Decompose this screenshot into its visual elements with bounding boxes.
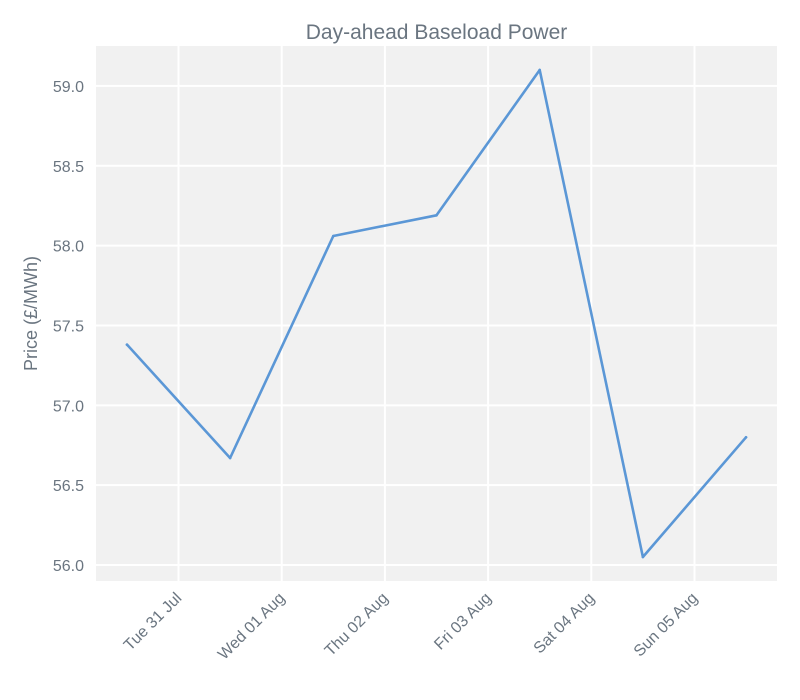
plot-area <box>96 46 777 581</box>
y-axis-ticks: 56.0 56.5 57.0 57.5 58.0 58.5 59.0 <box>53 79 84 575</box>
y-tick-label: 57.0 <box>53 398 84 415</box>
y-tick-label: 56.5 <box>53 478 84 495</box>
y-tick-label: 56.0 <box>53 558 84 575</box>
data-point <box>538 68 541 72</box>
x-tick-label: Wed 01 Aug <box>215 590 288 663</box>
x-tick-label: Sat 04 Aug <box>531 590 598 657</box>
data-point <box>435 213 438 217</box>
x-tick-label: Sun 05 Aug <box>631 590 702 661</box>
x-tick-label: Thu 02 Aug <box>322 590 392 660</box>
series-layer <box>125 68 748 559</box>
data-point <box>228 456 232 460</box>
x-tick-label: Tue 31 Jul <box>121 590 185 654</box>
y-tick-label: 57.5 <box>53 318 84 335</box>
gridlines <box>96 46 777 581</box>
data-point <box>641 555 645 559</box>
data-point <box>125 343 129 346</box>
chart-title: Day-ahead Baseload Power <box>306 21 568 44</box>
x-axis-ticks: Tue 31 Jul Wed 01 Aug Thu 02 Aug Fri 03 Aug… <box>121 590 701 663</box>
data-point <box>332 234 335 238</box>
y-tick-label: 58.0 <box>53 239 84 256</box>
y-tick-label: 59.0 <box>53 79 84 96</box>
y-axis-label: Price (£/MWh) <box>21 256 41 371</box>
data-point <box>744 435 748 439</box>
x-tick-label: Fri 03 Aug <box>431 590 495 654</box>
y-tick-label: 58.5 <box>53 159 84 176</box>
